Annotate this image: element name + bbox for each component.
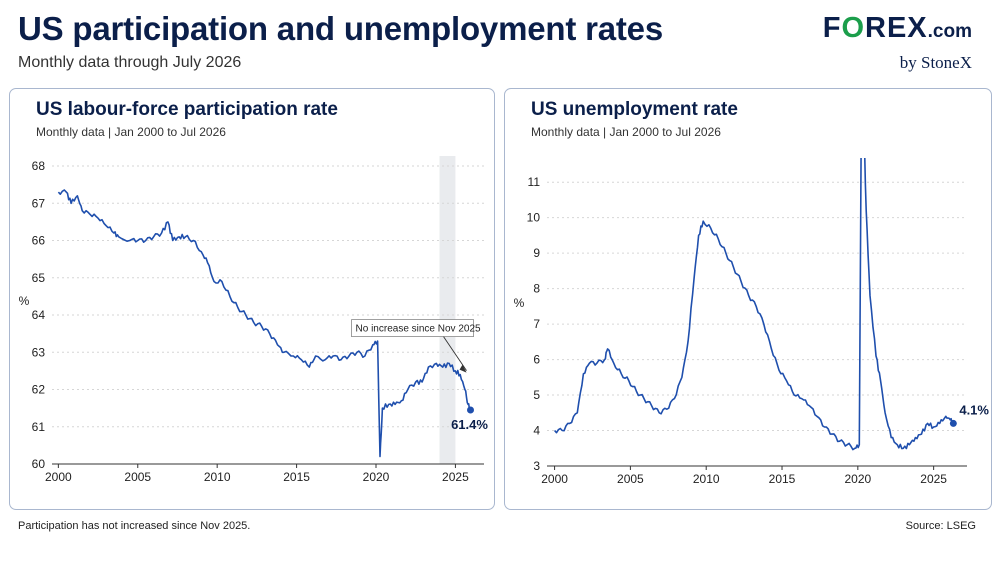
left-ytick-label: 62	[32, 383, 46, 397]
right-xtick-label: 2005	[617, 472, 644, 486]
left-end-label: 61.4%	[451, 417, 488, 432]
left-ytick-label: 63	[32, 345, 46, 359]
right-xtick-label: 2025	[920, 472, 947, 486]
unemployment-chart: 3 4 5 6 7 8 9 10 11 2000 2005 2010 2015 2020 2025% 4.1%	[514, 158, 989, 486]
right-ytick-label: 11	[528, 175, 541, 189]
left-ylabel: %	[19, 294, 30, 308]
unemployment-chart-subtitle: Monthly data | Jan 2000 to Jul 2026	[531, 125, 721, 139]
left-annotation-text: No increase since Nov 2025	[356, 324, 482, 335]
left-xtick-label: 2010	[204, 470, 231, 484]
right-xtick-label: 2000	[541, 472, 568, 486]
right-series-line	[553, 158, 955, 451]
left-ytick-label: 65	[32, 271, 46, 285]
participation-chart: 60 61 62 63 64 65 66 67 68 2000 2005 2010 2015 2020 20…	[19, 156, 488, 484]
right-ytick-label: 3	[533, 459, 540, 473]
footer-note: Participation has not increased since No…	[18, 520, 251, 532]
unemployment-chart-panel: US unemployment rate Monthly data | Jan …	[504, 88, 992, 510]
left-ytick-label: 64	[32, 308, 46, 322]
left-highlight-band	[439, 156, 456, 464]
left-ytick-label: 61	[32, 420, 46, 434]
right-ytick-label: 10	[527, 211, 541, 225]
right-ytick-label: 5	[533, 388, 540, 402]
left-ytick-label: 66	[32, 234, 46, 248]
right-xtick-label: 2010	[693, 472, 720, 486]
left-ytick-label: 60	[32, 457, 46, 471]
left-ytick-label: 68	[32, 159, 46, 173]
participation-chart-panel: US labour-force participation rate Month…	[9, 88, 495, 510]
forex-logo: FOREX.com by StoneX	[792, 12, 972, 72]
left-annotation-arrowhead	[459, 364, 467, 373]
left-xtick-label: 2000	[45, 470, 72, 484]
right-end-label: 4.1%	[959, 402, 989, 417]
right-ylabel: %	[514, 296, 525, 310]
left-xtick-label: 2005	[124, 470, 151, 484]
left-end-point	[467, 406, 474, 414]
right-ytick-label: 6	[533, 353, 540, 367]
source-label: Source: LSEG	[905, 520, 976, 532]
left-ytick-label: 67	[32, 196, 46, 210]
left-annotation-box	[351, 319, 474, 338]
left-xtick-label: 2025	[442, 470, 469, 484]
participation-chart-subtitle: Monthly data | Jan 2000 to Jul 2026	[36, 125, 226, 139]
logo-wordmark: FOREX.com	[822, 12, 972, 44]
left-xtick-label: 2015	[283, 470, 310, 484]
left-series-line	[57, 189, 472, 458]
right-ytick-label: 8	[533, 282, 540, 296]
right-ytick-label: 9	[533, 246, 540, 260]
page-subtitle: Monthly data through July 2026	[18, 54, 242, 71]
right-ytick-label: 4	[533, 424, 540, 438]
page-title: US participation and unemployment rates	[18, 10, 663, 47]
right-ytick-label: 7	[533, 317, 540, 331]
unemployment-chart-title: US unemployment rate	[531, 99, 738, 120]
logo-tagline: by StoneX	[899, 53, 972, 72]
right-xtick-label: 2020	[844, 472, 871, 486]
left-xtick-label: 2020	[363, 470, 390, 484]
right-end-point	[949, 419, 957, 427]
participation-chart-title: US labour-force participation rate	[36, 99, 338, 120]
right-xtick-label: 2015	[769, 472, 796, 486]
